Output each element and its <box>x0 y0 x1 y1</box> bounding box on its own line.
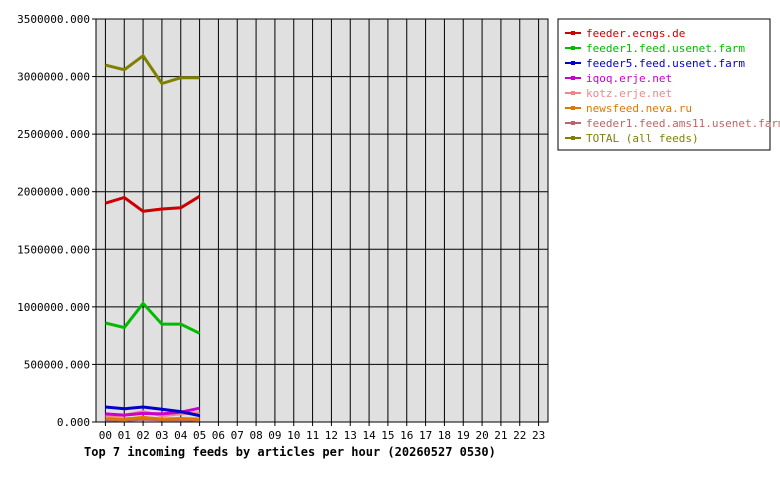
legend-marker <box>571 91 575 95</box>
y-tick-label: 500000.000 <box>24 358 90 371</box>
legend-marker <box>571 106 575 110</box>
chart-title: Top 7 incoming feeds by articles per hou… <box>84 445 496 459</box>
y-axis: 0.000 500000.000 1000000.000 1500000.000 200… <box>17 13 96 429</box>
x-axis: 00 01 02 03 04 05 06 07 08 09 10 11 12 13 14 15 16 17 18 19… <box>99 422 545 442</box>
grid-lines <box>96 18 548 423</box>
x-tick-label: 18 <box>438 429 451 442</box>
x-tick-label: 10 <box>287 429 300 442</box>
x-tick-label: 12 <box>325 429 338 442</box>
x-tick-label: 19 <box>457 429 470 442</box>
legend-label: feeder1.feed.ams11.usenet.farm <box>586 117 780 130</box>
legend-label: kotz.erje.net <box>586 87 672 100</box>
x-tick-label: 11 <box>306 429 319 442</box>
y-tick-label: 3000000.000 <box>17 71 90 84</box>
legend-marker <box>571 76 575 80</box>
x-tick-label: 15 <box>381 429 394 442</box>
x-tick-label: 20 <box>475 429 488 442</box>
x-tick-label: 21 <box>494 429 507 442</box>
legend-box <box>557 18 771 151</box>
y-tick-label: 2500000.000 <box>17 128 90 141</box>
x-tick-label: 08 <box>249 429 262 442</box>
y-tick-label: 0.000 <box>57 416 90 429</box>
plot-area <box>96 19 548 422</box>
y-tick-label: 2000000.000 <box>17 186 90 199</box>
legend-label: TOTAL (all feeds) <box>586 132 699 145</box>
legend-label: feeder.ecngs.de <box>586 27 685 40</box>
x-tick-label: 06 <box>212 429 225 442</box>
x-tick-label: 00 <box>99 429 112 442</box>
legend-marker <box>571 46 575 50</box>
y-tick-label: 1500000.000 <box>17 243 90 256</box>
legend-marker <box>571 136 575 140</box>
plot-frame <box>95 18 549 423</box>
series-line-total-all-feeds <box>105 53 200 86</box>
legend-label: newsfeed.neva.ru <box>586 102 692 115</box>
series-line-feeder-ecngs-de <box>104 195 201 213</box>
x-tick-label: 14 <box>362 429 376 442</box>
x-tick-label: 23 <box>532 429 545 442</box>
legend-marker <box>571 61 575 65</box>
y-tick-label: 1000000.000 <box>17 301 90 314</box>
legend: feeder.ecngs.de feeder1.feed.usenet.farm f… <box>557 18 780 151</box>
legend-marker <box>571 121 575 125</box>
series-line-feeder1-feed-usenet-farm <box>105 301 201 335</box>
x-tick-label: 13 <box>344 429 357 442</box>
x-tick-label: 17 <box>419 429 432 442</box>
x-tick-label: 05 <box>193 429 206 442</box>
y-tick-label: 3500000.000 <box>17 13 90 26</box>
series-lines <box>104 53 201 422</box>
x-tick-label: 09 <box>268 429 281 442</box>
legend-label: feeder1.feed.usenet.farm <box>586 42 745 55</box>
x-tick-label: 03 <box>155 429 168 442</box>
series-line-feeder5-feed-usenet-farm <box>105 405 200 418</box>
legend-label: iqoq.erje.net <box>586 72 672 85</box>
x-tick-label: 16 <box>400 429 413 442</box>
legend-marker <box>571 31 575 35</box>
x-tick-label: 22 <box>513 429 526 442</box>
x-tick-label: 01 <box>118 429 131 442</box>
x-tick-label: 04 <box>174 429 188 442</box>
legend-label: feeder5.feed.usenet.farm <box>586 57 745 70</box>
x-tick-label: 07 <box>231 429 244 442</box>
x-tick-label: 02 <box>136 429 149 442</box>
series-line-newsfeed-neva-ru <box>105 415 200 421</box>
